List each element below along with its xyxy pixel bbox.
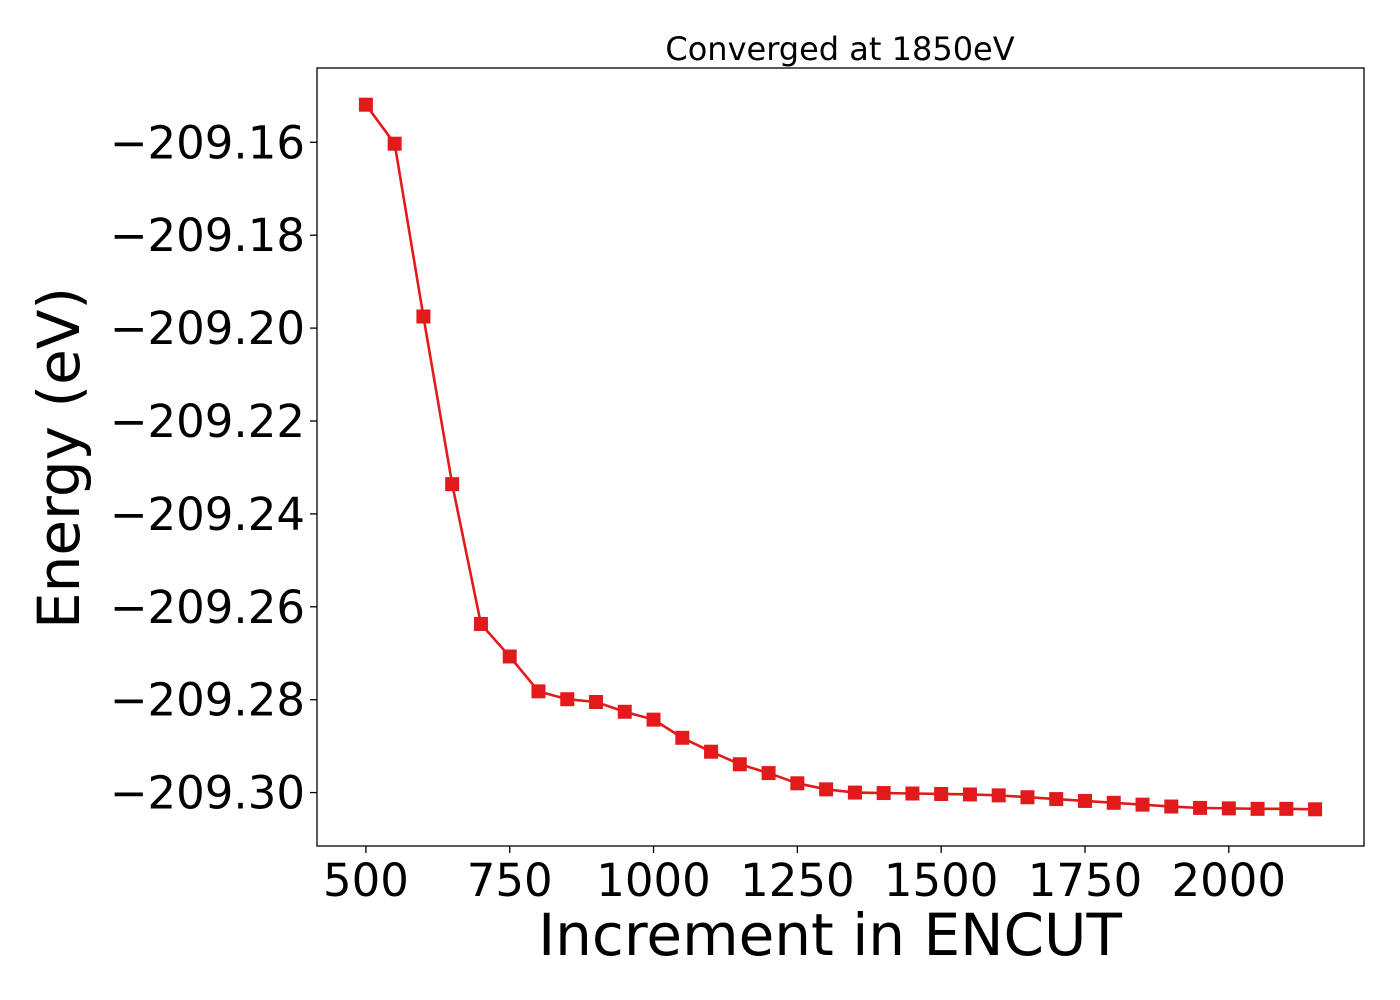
x-tick-label: 1250 bbox=[740, 854, 855, 907]
x-tick-label: 750 bbox=[467, 854, 553, 907]
data-point-marker bbox=[1020, 790, 1035, 805]
data-point-marker bbox=[445, 477, 460, 492]
data-point-marker bbox=[962, 787, 977, 802]
data-point-marker bbox=[675, 730, 690, 745]
y-axis-label: Energy (eV) bbox=[25, 287, 93, 629]
series-line bbox=[364, 103, 1316, 811]
data-point-marker bbox=[704, 744, 719, 759]
data-point-marker bbox=[589, 695, 604, 710]
data-point-marker bbox=[1193, 800, 1208, 815]
data-point-marker bbox=[876, 786, 891, 801]
y-tick-label: −209.22 bbox=[110, 395, 305, 448]
data-point-marker bbox=[1250, 801, 1265, 816]
data-point-marker bbox=[560, 692, 575, 707]
y-axis: −209.16 −209.18 −209.20 −209.22 −209.24 −209.… bbox=[110, 116, 317, 820]
data-point-marker bbox=[1135, 797, 1150, 812]
data-point-marker bbox=[1221, 801, 1236, 816]
x-tick-label: 1500 bbox=[884, 854, 999, 907]
x-axis-label: Increment in ENCUT bbox=[538, 901, 1122, 969]
data-point-marker bbox=[1106, 795, 1121, 810]
data-point-marker bbox=[502, 649, 517, 664]
data-point-marker bbox=[905, 786, 920, 801]
data-point-marker bbox=[934, 786, 949, 801]
data-point-marker bbox=[790, 776, 805, 791]
data-point-marker bbox=[646, 712, 661, 727]
chart-title: Converged at 1850eV bbox=[665, 30, 1014, 68]
data-point-marker bbox=[1049, 792, 1064, 807]
data-point-marker bbox=[847, 785, 862, 800]
data-point-marker bbox=[617, 704, 632, 719]
data-point-marker bbox=[761, 766, 776, 781]
data-point-marker bbox=[358, 97, 373, 112]
data-point-marker bbox=[732, 757, 747, 772]
y-tick-label: −209.26 bbox=[110, 581, 305, 634]
data-point-marker bbox=[387, 136, 402, 151]
data-point-marker bbox=[991, 788, 1006, 803]
data-point-marker bbox=[1164, 799, 1179, 814]
y-tick-label: −209.30 bbox=[110, 767, 305, 820]
data-point-marker bbox=[1308, 802, 1323, 817]
y-tick-label: −209.16 bbox=[110, 116, 305, 169]
y-tick-label: −209.28 bbox=[110, 674, 305, 727]
y-tick-label: −209.20 bbox=[110, 302, 305, 355]
y-tick-label: −209.24 bbox=[110, 488, 305, 541]
data-point-marker bbox=[1279, 801, 1294, 816]
data-point-marker bbox=[416, 309, 431, 324]
y-tick-label: −209.18 bbox=[110, 209, 305, 262]
series-plot bbox=[358, 97, 1323, 817]
data-point-marker bbox=[1077, 793, 1092, 808]
x-axis: 500 750 1000 1250 1500 1750 2000 bbox=[323, 846, 1286, 907]
x-tick-label: 1000 bbox=[596, 854, 711, 907]
data-point-marker bbox=[473, 616, 488, 631]
plot-frame bbox=[316, 67, 1365, 847]
data-point-marker bbox=[531, 684, 546, 699]
x-tick-label: 1750 bbox=[1028, 854, 1143, 907]
x-tick-label: 2000 bbox=[1172, 854, 1287, 907]
data-point-marker bbox=[819, 782, 834, 797]
x-tick-label: 500 bbox=[323, 854, 409, 907]
